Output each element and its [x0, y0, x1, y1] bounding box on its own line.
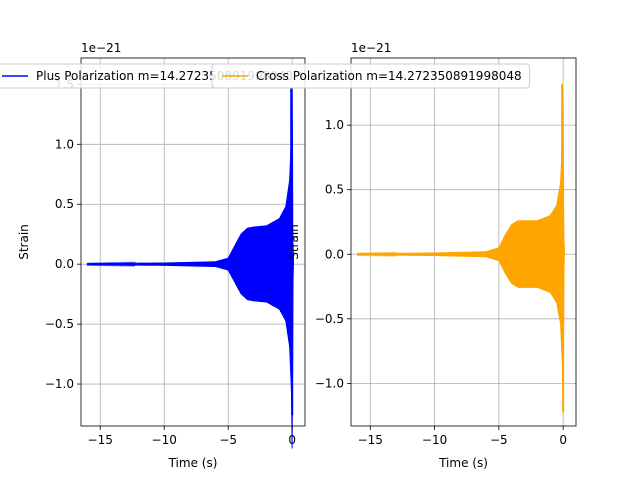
y-tick-label: 0.5	[325, 183, 344, 197]
left-y-axis-label: Strain	[17, 224, 31, 260]
x-tick-label: −10	[152, 433, 177, 447]
right-legend: Cross Polarization m=14.272350891998048	[211, 63, 531, 89]
left-axis-ticks: −15−10−50−1.0−0.50.00.51.01.5	[45, 77, 296, 447]
y-tick-label: 1.0	[55, 137, 74, 151]
x-tick-label: −5	[490, 433, 508, 447]
y-tick-label: 0.0	[55, 257, 74, 271]
x-tick-label: −10	[422, 433, 447, 447]
left-axes-frame	[80, 57, 306, 427]
y-tick-label: 1.0	[325, 118, 344, 132]
y-tick-label: −1.0	[315, 376, 344, 390]
left-y-offset-label: 1e−21	[81, 41, 121, 55]
y-tick-label: 0.0	[325, 247, 344, 261]
strain-waveform-line	[86, 86, 294, 395]
right-axes-frame	[350, 57, 577, 427]
y-tick-label: −0.5	[45, 317, 74, 331]
x-tick-label: −15	[358, 433, 383, 447]
left-x-axis-label: Time (s)	[168, 456, 218, 470]
y-tick-label: 0.5	[55, 197, 74, 211]
y-tick-label: −0.5	[315, 312, 344, 326]
right-x-axis-label: Time (s)	[438, 456, 488, 470]
right-legend-label: Cross Polarization m=14.272350891998048	[256, 69, 522, 83]
y-tick-label: −1.0	[45, 377, 74, 391]
x-tick-label: 0	[559, 433, 567, 447]
strain-waveform-line	[356, 95, 565, 371]
right-plot-area	[356, 83, 565, 414]
right-y-offset-label: 1e−21	[351, 41, 391, 55]
left-plot-area	[86, 66, 294, 449]
x-tick-label: −5	[219, 433, 237, 447]
x-tick-label: 0	[288, 433, 296, 447]
x-tick-label: −15	[88, 433, 113, 447]
right-axis-ticks: −15 −10 −5 0 −1.0 −0.5 0.0 0.5 1.0	[315, 118, 567, 447]
right-legend-box	[211, 63, 531, 89]
right-subplot: −15 −10 −5 0 −1.0 −0.5 0.0 0.5 1.0 1e−21 Time (s…	[211, 41, 577, 470]
right-y-axis-label: Strain	[287, 224, 301, 260]
